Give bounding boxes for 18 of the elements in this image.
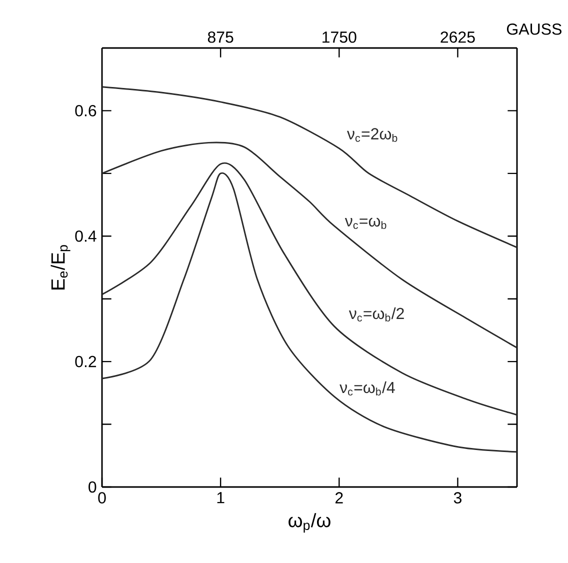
x-tick-label: 2: [335, 492, 343, 504]
y-tick-label: 0: [88, 481, 96, 493]
y-axis-title: E$_{e}$/E$_{p}$: [50, 245, 70, 290]
x2-axis-title: GAUSS: [506, 23, 562, 35]
x2-tick-label: 875: [208, 31, 234, 43]
x-tick-label: 3: [454, 492, 462, 504]
x2-tick-label: 1750: [322, 31, 356, 43]
series-label: ν$_{c}$=ω$_{b}$/2: [348, 307, 404, 322]
x-tick-label: 0: [98, 492, 106, 504]
series-label: ν$_{c}$=ω$_{b}$: [344, 218, 386, 229]
x2-tick-label: 2625: [440, 31, 475, 43]
y-tick-label: 0.2: [75, 356, 96, 368]
series-label: ν$_{c}$=ω$_{b}$/4: [340, 381, 395, 396]
y-tick-label: 0.4: [75, 230, 96, 242]
y-tick-label: 0.6: [75, 105, 96, 116]
x-tick-label: 1: [217, 492, 224, 504]
series-label: ν$_{c}$=2ω$_{b}$: [346, 128, 398, 142]
x-axis-title: ω$_{p}$/ω: [288, 513, 330, 533]
